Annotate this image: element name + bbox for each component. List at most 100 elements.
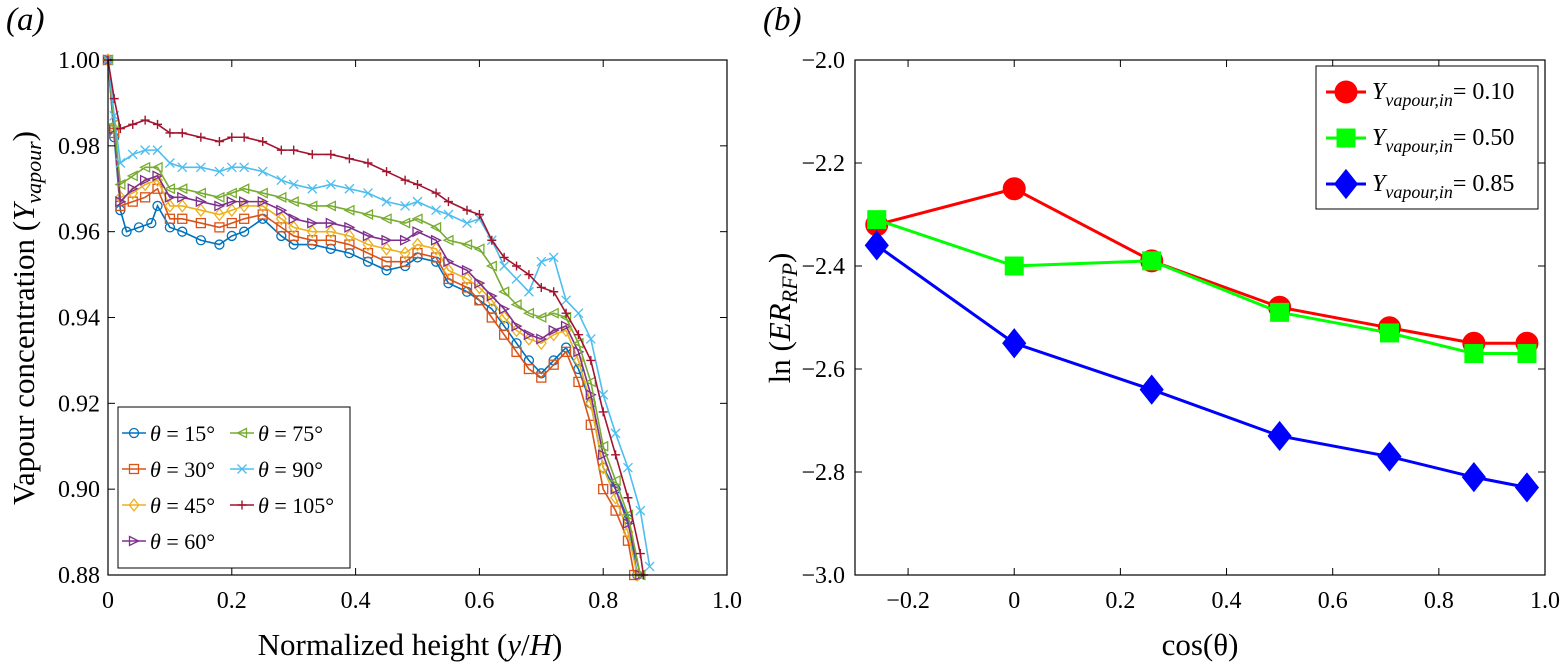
data-point-b (1139, 374, 1164, 405)
data-point-a (431, 188, 441, 198)
legend-text-a: = 60° (161, 529, 215, 554)
legend-label-a: θ = 15° (150, 421, 215, 446)
data-point-a (443, 273, 454, 285)
data-point-a (535, 311, 547, 324)
data-point-a (443, 209, 454, 220)
data-point-a (257, 199, 269, 213)
y-tick-label-a: 1.00 (58, 48, 100, 74)
data-point-b (1517, 344, 1537, 364)
legend-entry-a: θ = 60° (122, 529, 215, 554)
data-point-a (548, 359, 559, 370)
legend-entry-a: θ = 30° (122, 457, 215, 482)
legend-label-b: Yvapour,in= 0.50 (1372, 125, 1514, 156)
data-point-a (536, 333, 548, 345)
legend-theta-a: θ (150, 457, 161, 482)
data-point-a (276, 222, 287, 233)
legend-text-a: = 15° (161, 421, 215, 446)
data-point-a (461, 238, 473, 251)
legend-marker-a (237, 464, 247, 474)
data-point-a (226, 203, 238, 218)
data-point-a (487, 235, 497, 245)
legend-theta-a: θ (150, 529, 161, 554)
data-point-b (1004, 256, 1024, 276)
data-point-a (536, 282, 546, 292)
data-point-a (442, 263, 454, 278)
data-point-a (140, 145, 151, 156)
data-point-a (400, 200, 411, 211)
data-point-a (635, 505, 646, 516)
data-point-a (413, 179, 422, 189)
data-point-a (598, 484, 609, 495)
data-point-a (412, 196, 423, 207)
legend-label-a: θ = 45° (150, 493, 215, 518)
legend-theta-a: θ (150, 493, 161, 518)
data-point-a (474, 210, 484, 219)
x-tick-label-b: 0 (1008, 588, 1020, 614)
data-point-a (536, 372, 547, 383)
data-point-a (325, 179, 336, 190)
x-tick-label-b: 0.6 (1318, 588, 1348, 614)
legend-text-a: = 105° (269, 493, 334, 518)
legend-label-a: θ = 60° (150, 529, 215, 554)
data-point-a (239, 213, 250, 224)
data-point-a (474, 277, 486, 289)
data-point-a (276, 145, 286, 155)
plot-area-a (102, 53, 655, 582)
data-point-a (511, 320, 523, 332)
data-point-a (382, 167, 392, 177)
data-point-b (1002, 328, 1027, 359)
y-axis-title-a: Vapour concentration (Yvapour) (6, 131, 46, 505)
data-point-a (152, 173, 164, 188)
x-tick-label-b: 1.0 (1530, 588, 1560, 614)
data-point-a (430, 221, 442, 233)
data-point-a (344, 221, 356, 233)
data-point-a (430, 234, 443, 246)
legend-theta-a: θ (150, 421, 161, 446)
data-point-a (598, 449, 610, 461)
data-point-a (362, 247, 374, 259)
legend-entry-a: θ = 75° (230, 421, 323, 446)
data-point-a (214, 166, 225, 177)
axes-frame-b (854, 59, 1546, 576)
data-point-a (400, 175, 410, 185)
data-point-a (585, 389, 597, 401)
data-point-a (380, 213, 392, 225)
legend-entry-a: θ = 90° (230, 457, 323, 482)
data-point-a (644, 561, 655, 572)
series-a-6 (103, 55, 648, 580)
data-point-a (258, 137, 268, 147)
data-point-a (226, 230, 237, 242)
data-point-a (127, 149, 138, 160)
data-point-a (381, 241, 393, 256)
legend-sym-b: Y (1372, 125, 1388, 151)
data-point-a (256, 187, 268, 199)
data-point-a (275, 211, 287, 226)
legend-entry-b: Yvapour,in= 0.85 (1326, 168, 1515, 202)
data-point-a (121, 226, 132, 237)
data-point-a (573, 330, 583, 340)
plot-area-b (864, 177, 1540, 503)
x-tick-label-a: 0.8 (588, 588, 618, 614)
data-point-a (586, 355, 596, 365)
legend-marker-b (1336, 128, 1356, 148)
data-point-a (560, 323, 572, 338)
y-tick-label-b: −3.0 (801, 563, 845, 589)
data-point-a (275, 191, 287, 203)
data-point-a (610, 483, 622, 495)
data-point-a (177, 213, 188, 224)
data-point-a (152, 145, 163, 156)
legend-val-b: = 0.85 (1453, 171, 1515, 197)
ticks-a: 0 0.2 0.4 0.6 0.8 1.0 0.88 0.90 0.92 0.94 0.96 0.98… (58, 48, 742, 614)
legend-entry-a: θ = 105° (230, 493, 334, 518)
data-point-a (127, 183, 139, 195)
x-tick-label-b: 0.8 (1424, 588, 1454, 614)
data-point-a (363, 158, 373, 168)
y-tick-label-a: 0.90 (58, 477, 100, 503)
data-point-a (128, 119, 138, 129)
legend-theta-a: θ (258, 457, 269, 482)
data-point-a (522, 307, 535, 319)
data-point-a (239, 226, 250, 237)
data-point-a (622, 517, 634, 530)
data-point-a (195, 217, 207, 229)
